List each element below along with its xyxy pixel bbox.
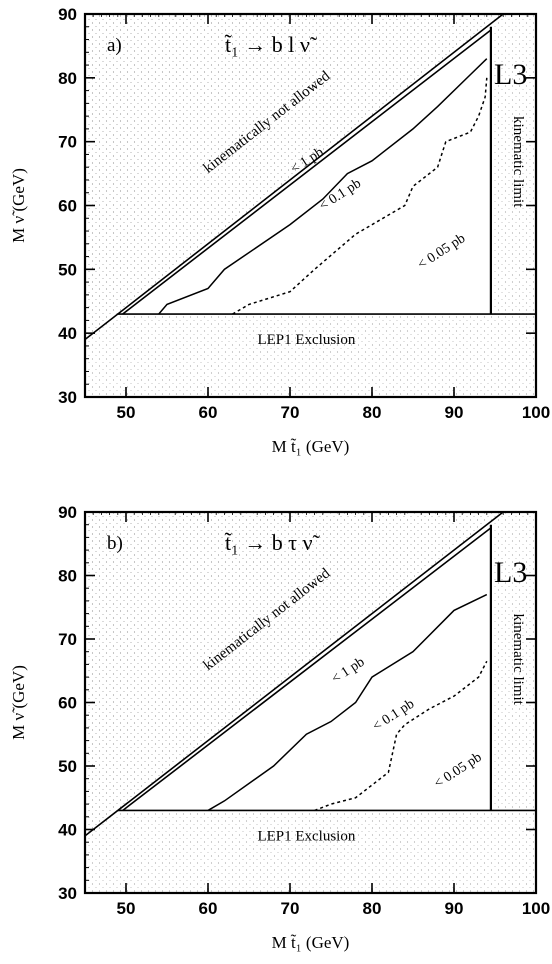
- y-axis-label: M ν̃ (GeV): [9, 168, 28, 243]
- kinematic-boundary-line: [85, 14, 504, 341]
- lep1-exclusion-region: [85, 314, 536, 397]
- x-tick-label: 90: [445, 403, 464, 422]
- y-tick-label: 40: [58, 324, 77, 343]
- lep1-exclusion-label: LEP1 Exclusion: [257, 828, 355, 844]
- x-tick-label: 50: [117, 403, 136, 422]
- plot-area: [85, 512, 536, 893]
- chart-panel-a: 50 60 70 80 90 100 30 40 50 60 70 80 90 M t̃₁ (GeV) M …: [9, 5, 550, 456]
- chart-title: t̃₁ → b τ ν̃: [224, 530, 320, 555]
- x-tick-label: 70: [281, 899, 300, 918]
- y-tick-label: 40: [58, 821, 77, 840]
- experiment-logo-text: L3: [494, 58, 527, 91]
- kinematic-limit-region: [490, 512, 536, 811]
- kinematic-boundary-line: [85, 512, 504, 837]
- x-tick-label: 80: [363, 403, 382, 422]
- x-tick-label: 100: [522, 403, 550, 422]
- panel-label: b): [107, 533, 123, 554]
- y-tick-label: 50: [58, 260, 77, 279]
- y-tick-label: 80: [58, 567, 77, 586]
- y-tick-label: 50: [58, 757, 77, 776]
- x-tick-label: 70: [281, 403, 300, 422]
- x-tick-label: 50: [117, 899, 136, 918]
- x-tick-label: 80: [363, 899, 382, 918]
- x-axis-label: M t̃₁ (GeV): [272, 933, 350, 952]
- x-tick-label: 90: [445, 899, 464, 918]
- y-axis-label: M ν̃ (GeV): [9, 665, 28, 740]
- series-line-0: [207, 593, 488, 812]
- kinematic-limit-label: kinematic limit: [510, 614, 526, 706]
- lep1-exclusion-label: LEP1 Exclusion: [257, 332, 355, 348]
- y-tick-label: 70: [58, 630, 77, 649]
- y-tick-label: 90: [58, 503, 77, 522]
- kinematic-limit-label: kinematic limit: [510, 116, 526, 208]
- y-tick-label: 60: [58, 694, 77, 713]
- x-axis-label: M t̃₁ (GeV): [272, 437, 350, 456]
- y-tick-label: 80: [58, 69, 77, 88]
- chart-panel-b: 50 60 70 80 90 100 30 40 50 60 70 80 90 M t̃₁ (GeV) M …: [9, 503, 550, 952]
- panel-label: a): [107, 35, 122, 56]
- series-line-0: [158, 58, 488, 315]
- y-tick-label: 90: [58, 5, 77, 24]
- y-tick-label: 60: [58, 197, 77, 216]
- kinematic-boundary-line-inner: [122, 527, 492, 812]
- kinematic-boundary-line-inner: [122, 29, 492, 315]
- plot-area: [85, 14, 536, 397]
- y-tick-label: 70: [58, 133, 77, 152]
- experiment-logo-text: L3: [494, 556, 527, 589]
- lep1-exclusion-region: [85, 810, 536, 893]
- x-tick-label: 100: [522, 899, 550, 918]
- y-tick-label: 30: [58, 388, 77, 407]
- series-line-1: [232, 77, 488, 315]
- y-tick-label: 30: [58, 884, 77, 903]
- series-line-1: [314, 660, 488, 812]
- x-tick-label: 60: [199, 899, 218, 918]
- x-tick-label: 60: [199, 403, 218, 422]
- kinematic-limit-region: [490, 14, 536, 315]
- chart-title: t̃₁ → b l ν̃: [224, 32, 317, 57]
